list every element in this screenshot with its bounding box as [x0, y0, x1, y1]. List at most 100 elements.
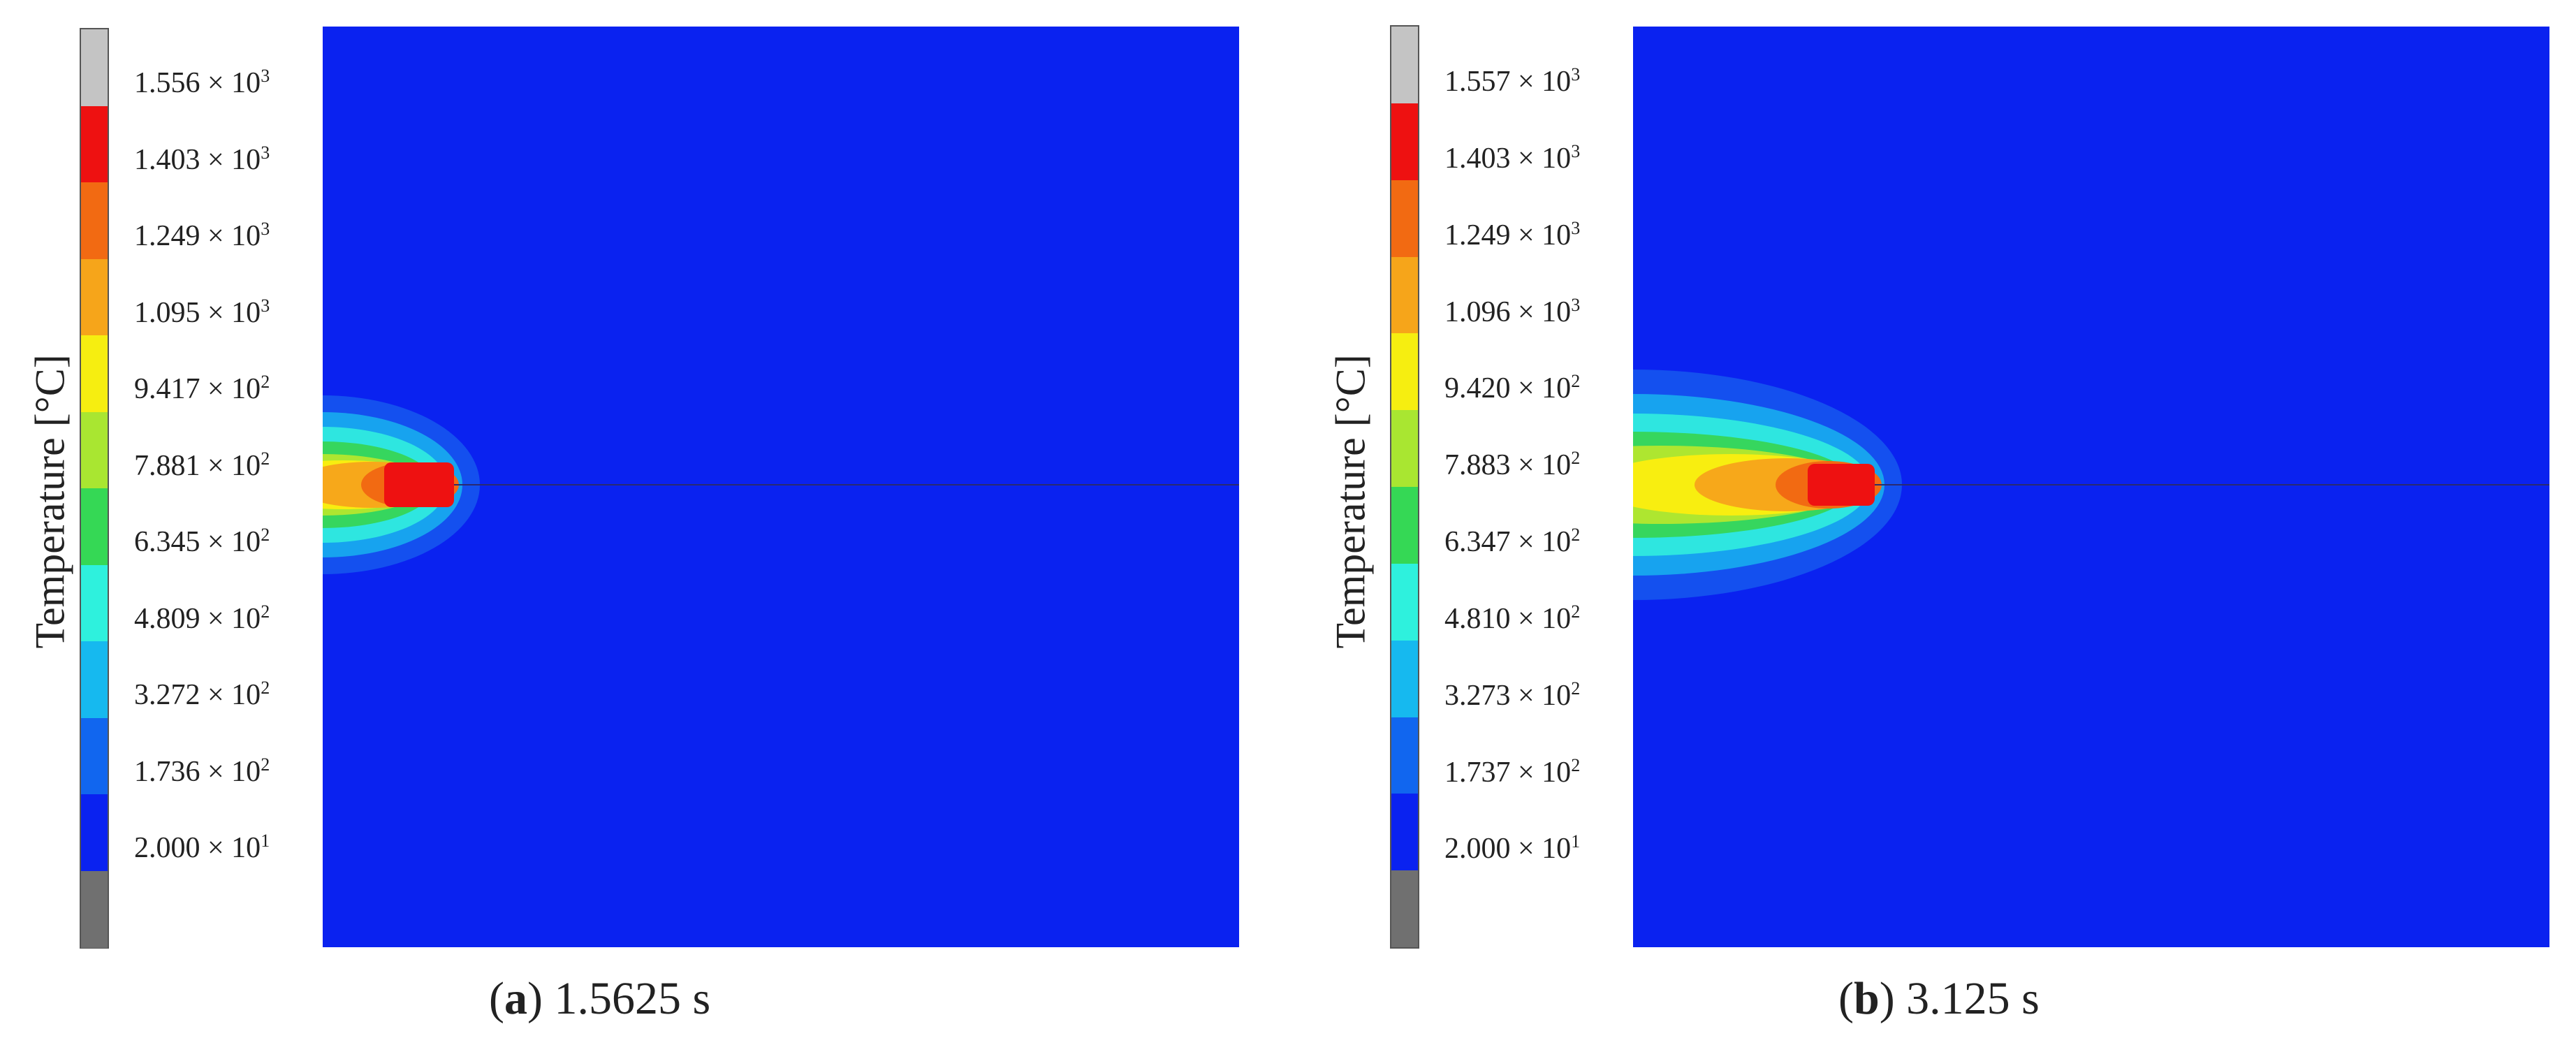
colorbar-tick-label: 6.347 × 102: [1444, 525, 1581, 558]
colorbar-tick-label: 4.810 × 102: [1444, 601, 1581, 635]
colorbar-segment: [1391, 794, 1418, 871]
colorbar-segment: [81, 641, 108, 718]
tick-mantissa: 2.000 × 10: [134, 832, 261, 864]
colorbar-tick-label: 3.273 × 102: [1444, 678, 1581, 712]
tick-mantissa: 1.249 × 10: [1444, 219, 1572, 251]
colorbar-segment: [81, 29, 108, 106]
tick-exponent: 2: [261, 448, 270, 469]
tick-mantissa: 6.345 × 10: [134, 526, 261, 558]
tick-exponent: 2: [261, 754, 270, 775]
temperature-field-plot: [1633, 27, 2549, 947]
tick-exponent: 2: [261, 372, 270, 392]
tick-mantissa: 1.249 × 10: [134, 220, 261, 252]
temperature-field-plot: [323, 27, 1239, 947]
colorbar-tick-label: 1.249 × 103: [1444, 219, 1580, 251]
tick-mantissa: 6.347 × 10: [1444, 526, 1572, 558]
colorbar-segment: [81, 488, 108, 565]
tick-exponent: 2: [1571, 448, 1581, 469]
tick-exponent: 3: [261, 295, 270, 316]
tick-exponent: 2: [1571, 754, 1581, 775]
colorbar-tick-label: 1.556 × 103: [134, 66, 270, 98]
caption-letter: a: [504, 973, 527, 1024]
tick-mantissa: 9.420 × 10: [1444, 372, 1572, 405]
tick-exponent: 3: [261, 66, 270, 86]
tick-exponent: 2: [261, 678, 270, 698]
panel-b: Temperature [°C] 1.557 × 103 1.403 × 103 1…: [1310, 0, 2576, 1052]
tick-mantissa: 4.810 × 10: [1444, 602, 1572, 635]
colorbar-tick-label: 3.272 × 102: [134, 678, 270, 711]
colorbar-tick-label: 1.557 × 103: [1444, 64, 1581, 98]
tick-exponent: 2: [1571, 678, 1581, 699]
tick-mantissa: 9.417 × 10: [134, 373, 261, 405]
colorbar-tick-label: 1.096 × 103: [1444, 295, 1580, 328]
temperature-field-svg: [1633, 27, 2549, 947]
colorbar: [80, 28, 109, 949]
caption-open-paren: (: [489, 973, 504, 1024]
colorbar-segment: [81, 870, 108, 948]
tick-exponent: 3: [1571, 140, 1581, 161]
colorbar-segment: [81, 182, 108, 259]
colorbar-segment: [1391, 27, 1418, 104]
tick-mantissa: 4.809 × 10: [134, 602, 261, 635]
colorbar-segment: [1391, 256, 1418, 334]
colorbar-segment: [81, 717, 108, 795]
tick-exponent: 3: [261, 142, 270, 163]
caption-time: ) 3.125 s: [1879, 973, 2040, 1024]
tick-mantissa: 7.881 × 10: [134, 449, 261, 482]
tick-mantissa: 7.883 × 10: [1444, 449, 1572, 482]
tick-exponent: 2: [1571, 601, 1581, 622]
colorbar-tick-label: 1.249 × 103: [134, 219, 270, 252]
tick-mantissa: 1.403 × 10: [134, 143, 261, 176]
tick-mantissa: 1.096 × 10: [1444, 295, 1572, 328]
colorbar-tick-label: 1.095 × 103: [134, 295, 270, 328]
colorbar-segment: [1391, 487, 1418, 564]
colorbar: [1390, 25, 1419, 949]
colorbar-tick-label: 7.883 × 102: [1444, 448, 1581, 482]
heat-source-core: [384, 462, 454, 507]
tick-mantissa: 1.557 × 10: [1444, 66, 1572, 98]
tick-exponent: 3: [1571, 64, 1581, 85]
colorbar-tick-label: 2.000 × 101: [1444, 831, 1581, 865]
colorbar-segment: [1391, 717, 1418, 794]
tick-mantissa: 1.737 × 10: [1444, 756, 1572, 789]
tick-mantissa: 1.736 × 10: [134, 755, 261, 788]
colorbar-segment: [81, 335, 108, 412]
tick-exponent: 1: [1571, 831, 1581, 852]
tick-exponent: 2: [1571, 371, 1581, 392]
tick-exponent: 2: [261, 525, 270, 545]
colorbar-tick-label: 4.809 × 102: [134, 601, 270, 635]
heat-source-core: [1808, 464, 1875, 506]
tick-mantissa: 2.000 × 10: [1444, 833, 1572, 865]
colorbar-label: Temperature [°C]: [27, 354, 73, 649]
colorbar-tick-label: 9.420 × 102: [1444, 371, 1581, 405]
tick-exponent: 1: [261, 831, 270, 851]
caption-letter: b: [1853, 973, 1880, 1024]
colorbar-segment: [1391, 410, 1418, 488]
colorbar-segment: [1391, 870, 1418, 948]
tick-exponent: 2: [261, 601, 270, 622]
colorbar-tick-label: 2.000 × 101: [134, 831, 270, 864]
caption-a: (a) 1.5625 s: [489, 972, 710, 1025]
colorbar-segment: [1391, 563, 1418, 641]
tick-mantissa: 1.403 × 10: [1444, 142, 1572, 175]
colorbar-segment: [1391, 180, 1418, 257]
colorbar-tick-label: 7.881 × 102: [134, 448, 270, 482]
tick-mantissa: 3.273 × 10: [1444, 679, 1572, 712]
colorbar-label: Temperature [°C]: [1327, 354, 1374, 649]
tick-mantissa: 3.272 × 10: [134, 679, 261, 711]
colorbar-tick-label: 1.736 × 102: [134, 754, 270, 788]
colorbar-segment: [81, 105, 108, 183]
colorbar-tick-label: 1.403 × 103: [134, 142, 270, 176]
colorbar-tick-label: 9.417 × 102: [134, 372, 270, 405]
colorbar-segment: [81, 564, 108, 642]
colorbar-tick-label: 1.737 × 102: [1444, 754, 1581, 789]
panel-a: Temperature [°C] 1.556 × 103 1.403 × 103 1…: [27, 27, 1239, 1025]
tick-exponent: 3: [261, 219, 270, 239]
colorbar-segment: [1391, 333, 1418, 411]
colorbar-segment: [1391, 103, 1418, 181]
colorbar-segment: [81, 411, 108, 489]
colorbar-tick-label: 1.403 × 103: [1444, 140, 1581, 175]
temperature-field-svg: [323, 27, 1239, 947]
caption-b: (b) 3.125 s: [1838, 972, 2040, 1025]
tick-exponent: 2: [1571, 525, 1581, 545]
